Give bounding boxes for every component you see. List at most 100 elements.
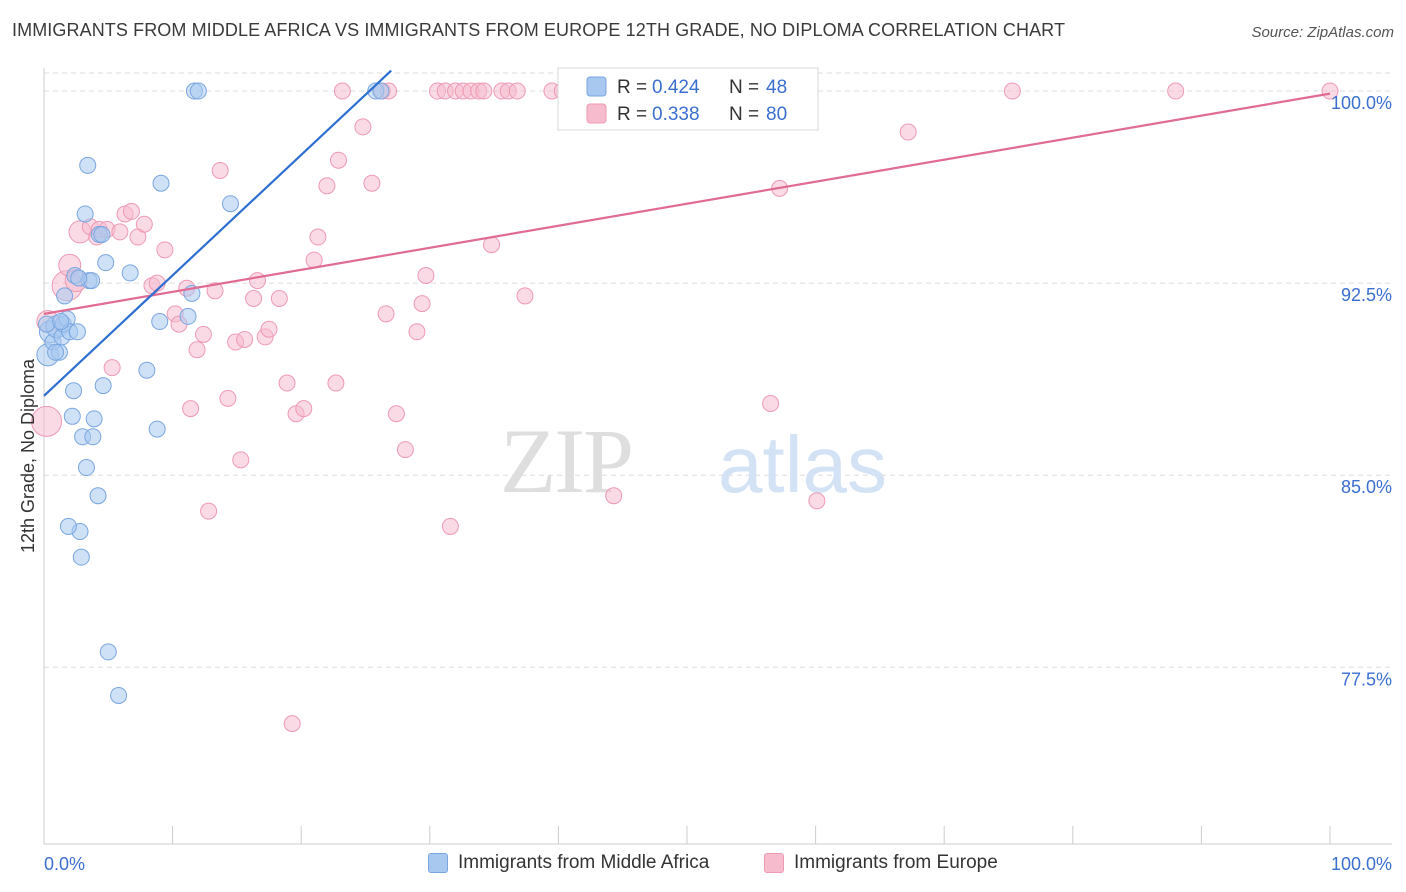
y-tick-labels: 77.5% 85.0% 92.5% 100.0% [1331, 93, 1392, 689]
europe-points [31, 82, 1339, 733]
middle-africa-point [94, 377, 112, 395]
legend-swatch-middle-africa [428, 853, 448, 873]
y-tick-label: 85.0% [1341, 477, 1392, 497]
europe-point [408, 323, 426, 341]
europe-point [808, 492, 826, 510]
y-tick-label: 100.0% [1331, 93, 1392, 113]
europe-point [135, 215, 153, 233]
middle-africa-point [179, 307, 197, 325]
europe-point [111, 223, 129, 241]
europe-point [363, 174, 381, 192]
europe-point [354, 118, 372, 136]
legend-r-label-2: R = [617, 104, 647, 125]
middle-africa-point [79, 156, 97, 174]
x-tick-label: 100.0% [1331, 854, 1392, 874]
europe-point [508, 82, 526, 100]
middle-africa-point [93, 225, 111, 243]
europe-point [260, 320, 278, 338]
europe-point [762, 394, 780, 412]
middle-africa-point [72, 548, 90, 566]
europe-point [1167, 82, 1185, 100]
middle-africa-point [70, 269, 88, 287]
trend-lines [43, 69, 1331, 397]
europe-point [122, 202, 140, 220]
y-tick-label: 77.5% [1341, 669, 1392, 689]
axes [43, 68, 1392, 845]
europe-point [318, 177, 336, 195]
middle-africa-point [47, 343, 65, 361]
middle-africa-point [52, 313, 70, 331]
middle-africa-point [77, 459, 95, 477]
europe-point [103, 359, 121, 377]
middle-africa-point [84, 428, 102, 446]
legend-n-label-1: N = [729, 77, 759, 98]
europe-point [516, 287, 534, 305]
grid [44, 72, 1392, 668]
middle-africa-point [59, 517, 77, 535]
middle-africa-point [63, 407, 81, 425]
watermark: ZIP atlas [500, 410, 887, 512]
legend-swatch-europe [764, 853, 784, 873]
y-axis-label: 12th Grade, No Diploma [18, 358, 38, 553]
europe-point [206, 282, 224, 300]
europe-point [377, 305, 395, 323]
middle-africa-point [68, 323, 86, 341]
europe-point [899, 123, 917, 141]
europe-point [605, 487, 623, 505]
europe-point [1003, 82, 1021, 100]
europe-point [232, 451, 250, 469]
legend-inset: R = 0.424 N = 48 R = 0.338 N = 80 [557, 67, 819, 131]
middle-africa-point [189, 82, 207, 100]
europe-point [156, 241, 174, 259]
europe-point [295, 400, 313, 418]
europe-point [219, 389, 237, 407]
watermark-atlas: atlas [718, 420, 887, 509]
europe-point [333, 82, 351, 100]
middle-africa-point [38, 315, 56, 333]
europe-point [413, 295, 431, 313]
middle-africa-point [151, 313, 169, 331]
europe-point [182, 400, 200, 418]
legend-n-value-1: 48 [766, 77, 787, 98]
europe-point [396, 441, 414, 459]
legend-item-middle-africa: Immigrants from Middle Africa [428, 852, 709, 874]
europe-point [270, 289, 288, 307]
middle-africa-point [121, 264, 139, 282]
europe-point [188, 341, 206, 359]
middle-africa-point [372, 82, 390, 100]
middle-africa-point [110, 686, 128, 704]
legend-r-value-2: 0.338 [652, 104, 700, 125]
middle-africa-point [56, 287, 74, 305]
europe-point [245, 289, 263, 307]
legend-r-value-1: 0.424 [652, 77, 700, 98]
europe-point [283, 715, 301, 733]
y-tick-label: 92.5% [1341, 285, 1392, 305]
chart-title: IMMIGRANTS FROM MIDDLE AFRICA VS IMMIGRA… [12, 20, 1066, 40]
middle-africa-point [85, 410, 103, 428]
europe-point [309, 228, 327, 246]
europe-point [387, 405, 405, 423]
legend-bottom: Immigrants from Middle Africa Immigrants… [0, 850, 1406, 880]
middle-africa-point [76, 205, 94, 223]
europe-point [248, 272, 266, 290]
middle-africa-point [89, 487, 107, 505]
legend-label-middle-africa: Immigrants from Middle Africa [458, 852, 710, 873]
middle-africa-point [99, 643, 117, 661]
europe-point [200, 502, 218, 520]
europe-point [31, 405, 63, 437]
europe-point [327, 374, 345, 392]
middle-africa-point [148, 420, 166, 438]
middle-africa-point [97, 254, 115, 272]
middle-africa-trend-line [43, 69, 392, 397]
legend-swatch-blue [586, 76, 607, 97]
x-tick-label: 0.0% [44, 854, 85, 874]
chart-source: Source: ZipAtlas.com [1251, 24, 1394, 41]
europe-point [278, 374, 296, 392]
europe-point [236, 330, 254, 348]
europe-point [194, 325, 212, 343]
europe-point [417, 266, 435, 284]
x-tick-labels: 0.0% 100.0% [44, 854, 1392, 874]
legend-r-label-1: R = [617, 77, 647, 98]
middle-africa-point [65, 382, 83, 400]
